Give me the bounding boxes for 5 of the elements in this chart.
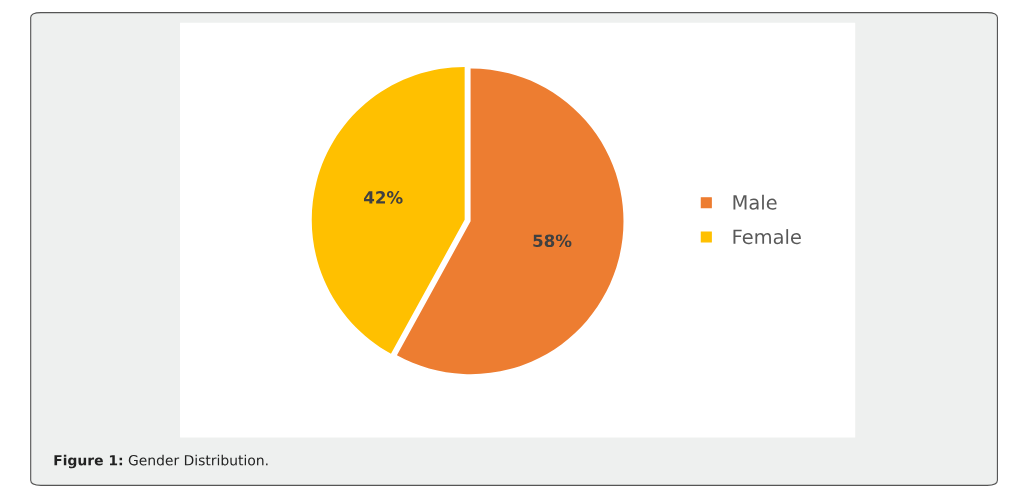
data-label: 42% xyxy=(364,191,403,204)
caption: Figure 1: Gender Distribution. xyxy=(54,454,268,469)
data-label: 58% xyxy=(533,234,572,248)
legend-label: Female xyxy=(733,229,801,245)
legend-label: Male xyxy=(733,194,777,210)
